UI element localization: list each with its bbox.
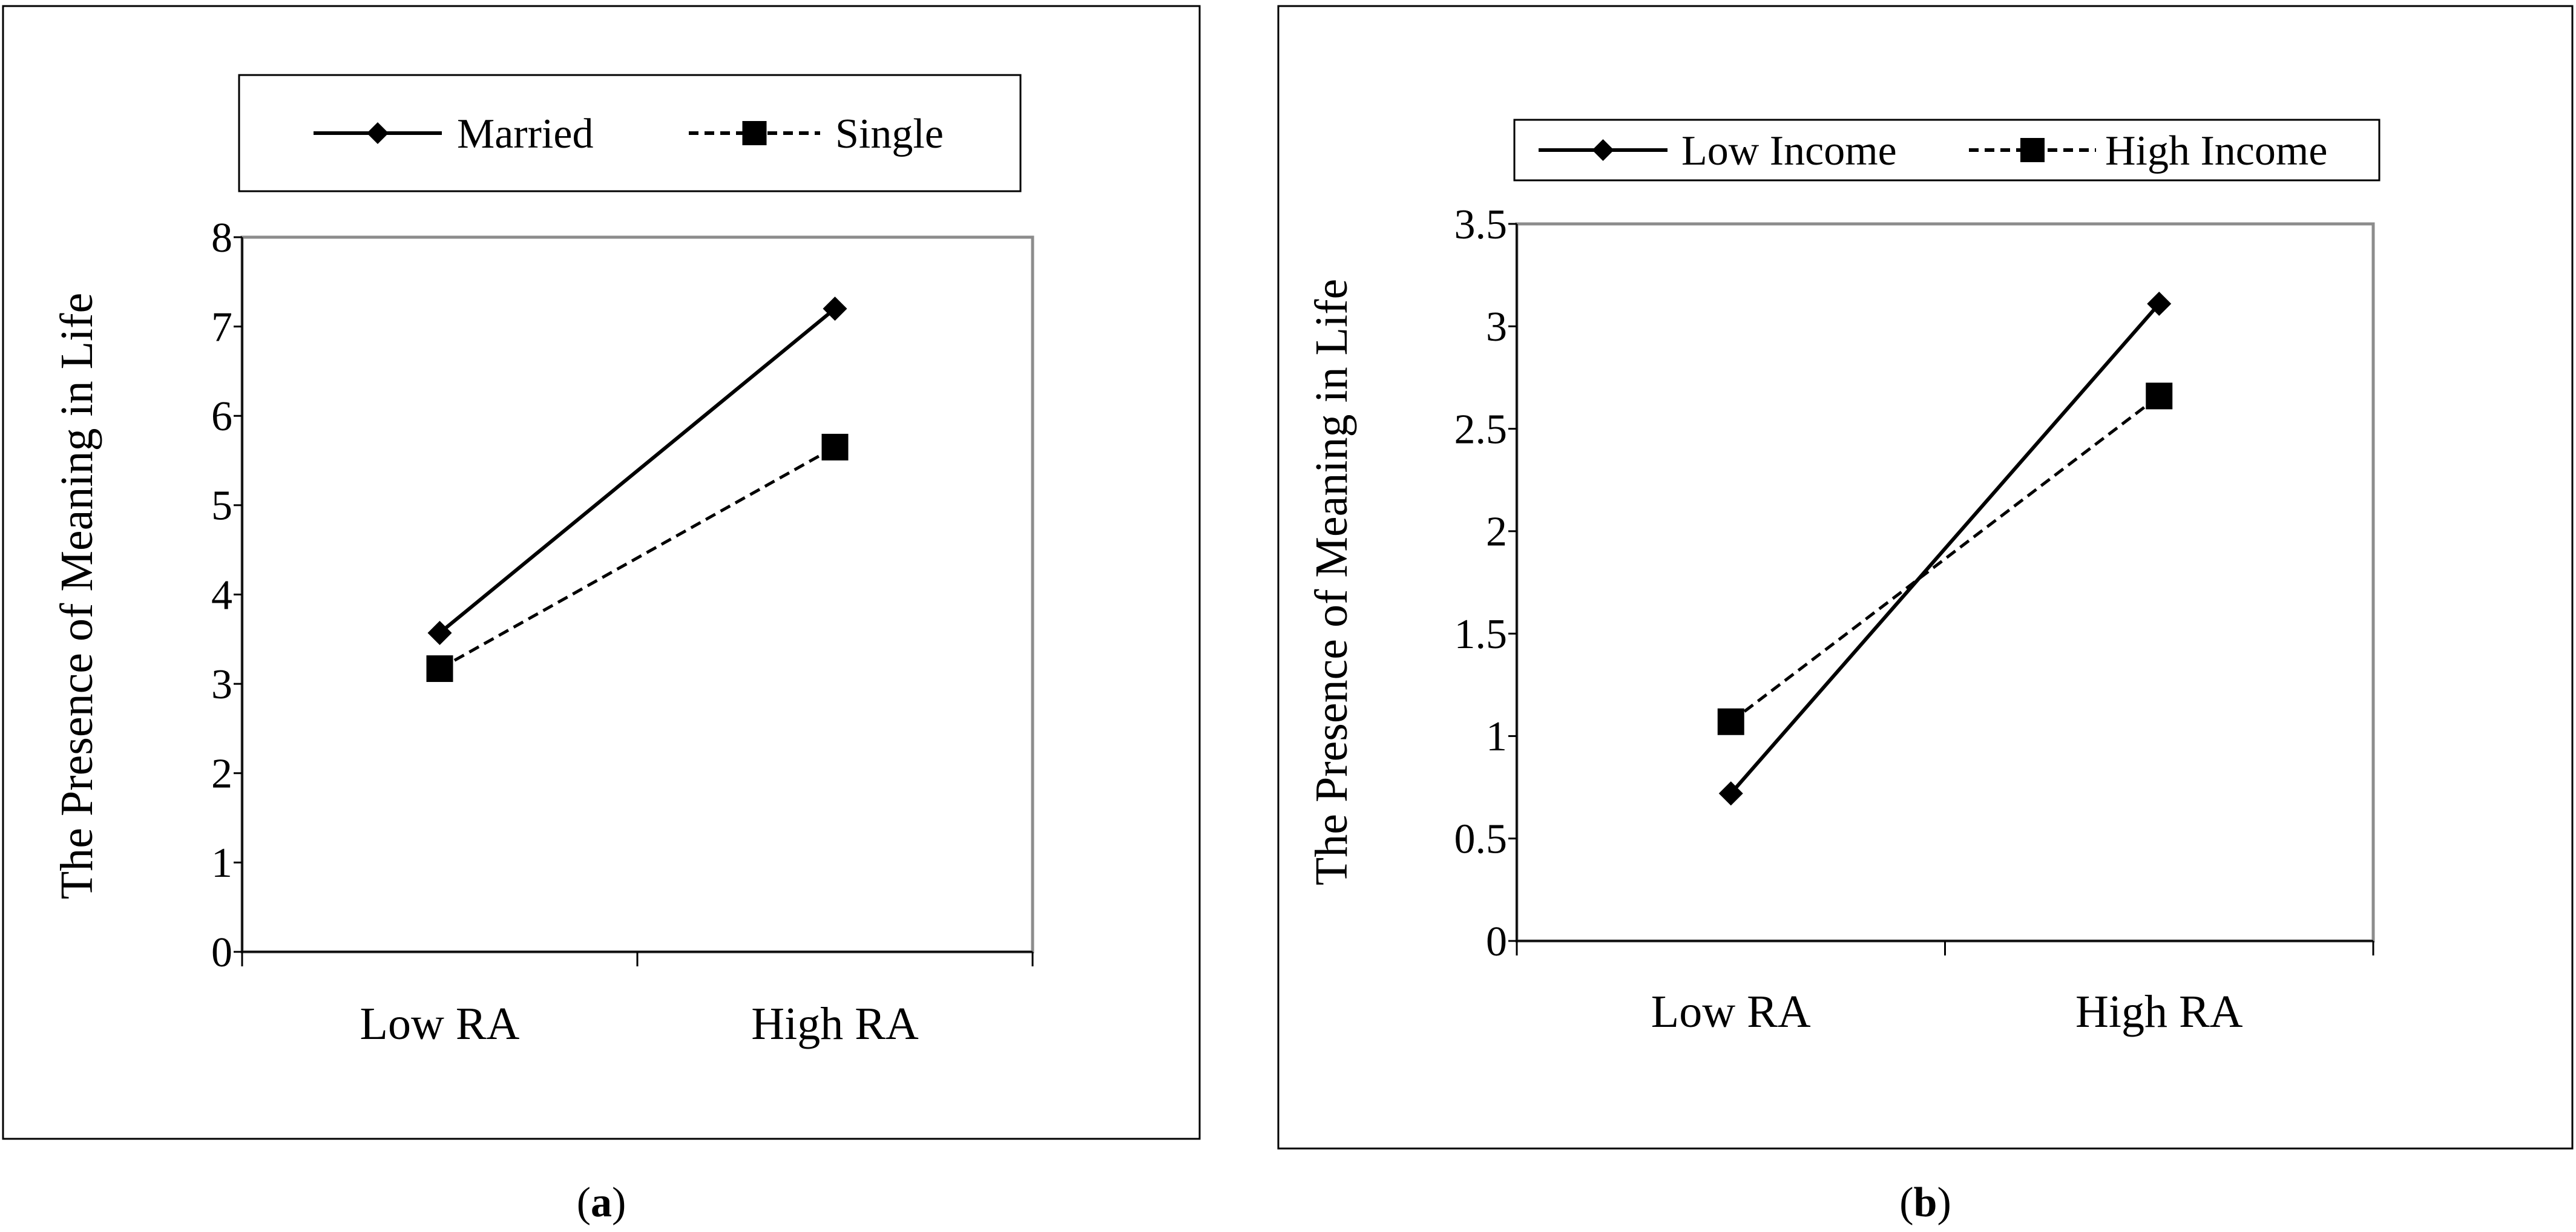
panel-label-open: ( xyxy=(577,1179,591,1226)
y-tick-label: 7 xyxy=(211,304,232,350)
y-tick-label: 0 xyxy=(211,929,232,976)
data-point-diamond xyxy=(427,620,452,645)
panel-label-close: ) xyxy=(612,1179,626,1226)
legend-label: Married xyxy=(457,111,593,157)
data-point-square xyxy=(426,655,453,683)
legend-marker-square xyxy=(2020,138,2045,162)
y-tick-label: 1.5 xyxy=(1454,611,1508,658)
legend-label: Single xyxy=(835,111,944,157)
y-tick-label: 0 xyxy=(1486,919,1507,965)
y-tick-label: 1 xyxy=(211,840,232,886)
panel-label-letter: b xyxy=(1914,1179,1937,1226)
legend-box xyxy=(238,74,1022,192)
data-point-diamond xyxy=(1718,781,1743,806)
plot-area xyxy=(240,235,1034,954)
y-tick-label: 3 xyxy=(211,661,232,708)
y-axis-title: The Presence of Meaning in Life xyxy=(51,293,102,899)
panel-label: (b) xyxy=(1899,1179,1951,1226)
x-tick-label: Low RA xyxy=(1651,986,1811,1037)
y-tick-label: 3 xyxy=(1486,304,1507,350)
chart-frame xyxy=(2,5,1201,1140)
x-tick-label: High RA xyxy=(751,998,919,1049)
legend-label: High Income xyxy=(2105,128,2327,174)
y-tick-label: 1 xyxy=(1486,713,1507,760)
panel-label-letter: a xyxy=(591,1179,612,1226)
panel-label-close: ) xyxy=(1937,1179,1951,1226)
x-tick-label: High RA xyxy=(2075,986,2243,1037)
series-line-single xyxy=(439,445,836,670)
legend-marker-square xyxy=(742,121,767,145)
chart-panel-a: 0 1 2 3 4 5 6 7 8 Low RA High RA The Presence of Me… xyxy=(2,5,1201,1226)
legend-marker-diamond xyxy=(1592,139,1614,161)
chart-frame xyxy=(1277,5,2574,1150)
data-point-square xyxy=(821,433,849,460)
panel-label-open: ( xyxy=(1899,1179,1913,1226)
legend-label: Low Income xyxy=(1681,128,1897,174)
series-line-low-income xyxy=(1729,303,2161,795)
data-point-square xyxy=(2146,382,2173,410)
y-tick-label: 5 xyxy=(211,483,232,529)
y-tick-label: 2 xyxy=(1486,509,1507,555)
x-tick-label: Low RA xyxy=(360,998,520,1049)
y-tick-label: 8 xyxy=(211,215,232,261)
plot-area xyxy=(1515,222,2375,943)
series-line-high-income xyxy=(1730,395,2160,723)
data-point-diamond xyxy=(2147,292,2172,316)
y-axis-title: The Presence of Meaning in Life xyxy=(1306,279,1357,885)
y-tick-label: 6 xyxy=(211,393,232,440)
y-tick-label: 0.5 xyxy=(1454,816,1508,863)
y-tick-label: 2 xyxy=(211,751,232,798)
data-point-square xyxy=(1717,708,1744,735)
y-tick-label: 3.5 xyxy=(1454,202,1508,248)
panel-label: (a) xyxy=(577,1179,626,1226)
data-point-diamond xyxy=(823,297,847,321)
y-tick-label: 2.5 xyxy=(1454,406,1508,453)
chart-panel-b: 0 0.5 1 1.5 2 2.5 3 3.5 Low RA High RA The Presenc… xyxy=(1277,5,2574,1226)
legend-marker-diamond xyxy=(367,122,389,144)
y-tick-label: 4 xyxy=(211,572,232,618)
series-line-married xyxy=(438,307,836,635)
